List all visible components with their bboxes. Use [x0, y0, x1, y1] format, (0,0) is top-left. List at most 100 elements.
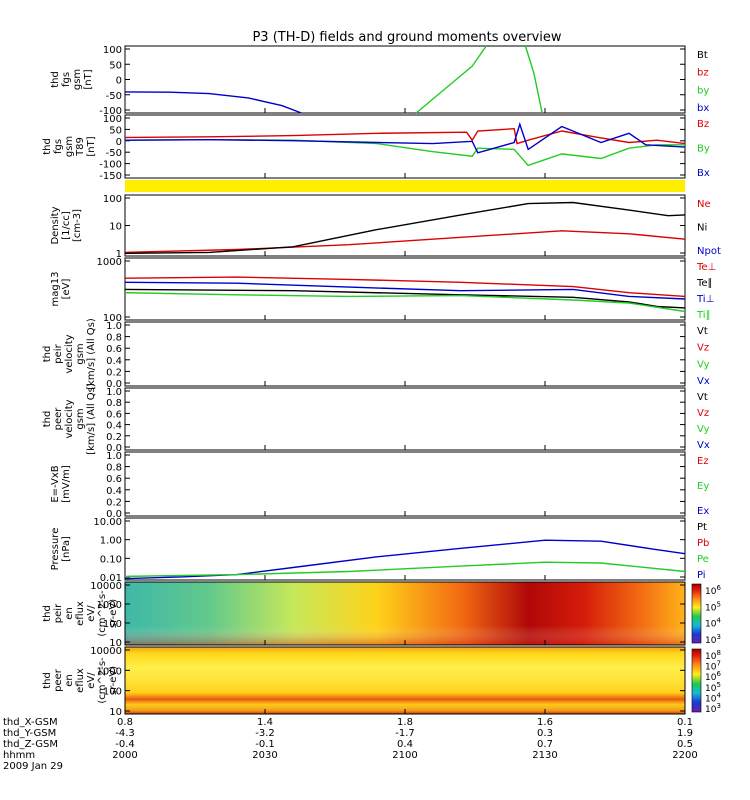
x-axis-value: 1.8 [397, 717, 413, 728]
y-tick-label: 0.4 [106, 486, 122, 497]
y-tick-label: 10.00 [93, 517, 122, 528]
series-line-by [524, 45, 543, 114]
x-axis-row-label: thd_X-GSM [3, 717, 58, 728]
legend-entry: Vy [697, 359, 710, 370]
y-axis-label: thdfgsgsm[nT] [50, 69, 94, 90]
x-axis-value: 2000 [112, 750, 137, 761]
y-tick-label: 50 [109, 125, 122, 136]
y-tick-label: -50 [106, 91, 122, 102]
legend-entry: Ti⊥ [696, 294, 714, 305]
y-tick-label: 0.6 [106, 474, 122, 485]
y-tick-label: 1 [116, 249, 122, 260]
spectrogram-peer [125, 647, 685, 714]
legend-entry: bz [697, 68, 709, 79]
colorbar [691, 648, 702, 713]
x-axis-value: 0.5 [677, 739, 693, 750]
series-line-Pi [124, 539, 686, 580]
y-tick-label: 1000 [97, 666, 122, 677]
y-tick-label: 0.2 [106, 367, 122, 378]
y-axis-label: thdpeerenefluxeV/(cm^2-s-sr-eV) [42, 657, 119, 704]
series-line-Bz [124, 127, 686, 145]
series-line-Ti⊥ [124, 281, 686, 300]
panel-frame [124, 321, 686, 387]
y-tick-label: 1.0 [106, 387, 122, 398]
panels: 100500-50-100thdfgsgsm[nT]Btbzbybx100500… [42, 45, 721, 718]
y-axis-label: mag13[eV] [50, 272, 72, 307]
y-tick-label: 0.2 [106, 432, 122, 443]
x-axis-value: 2130 [532, 750, 557, 761]
legend-entry: Te∥ [696, 278, 713, 289]
panel-9: 10.00 1.00 0.10 0.01 Pressure[nPa] Pt Pb Pe Pi [50, 517, 709, 584]
y-tick-label: 0.0 [106, 379, 122, 390]
panel-7: 1.00.80.60.40.20.0 thdpeervelocitygsm[km/… [42, 383, 710, 455]
y-tick-label: 0 [116, 76, 122, 87]
x-axis-value: 0.1 [677, 717, 693, 728]
y-axis-label: thdfgsgsmT89[nT] [42, 136, 97, 157]
x-axis-row-label: 2009 Jan 29 [3, 761, 63, 772]
colorbar-label: 106 [705, 584, 721, 597]
y-axis-label: Pressure[nPa] [50, 528, 72, 571]
y-tick-label: 10 [109, 638, 122, 649]
legend-entry: Ti∥ [696, 310, 711, 321]
x-axis-value: -0.1 [255, 739, 275, 750]
y-tick-label: 0.6 [106, 344, 122, 355]
series-line-by [415, 45, 487, 114]
legend-entry: Ni [697, 223, 707, 234]
x-axis-row-label: hhmm [3, 750, 35, 761]
x-axis-value: 1.4 [257, 717, 273, 728]
colorbar-label: 105 [705, 600, 721, 613]
x-axis-row-label: thd_Z-GSM [3, 739, 58, 750]
series-line-Bx [124, 121, 686, 154]
panel-10: 106 105 104 103 10000 1000 100 10thdpeireneflux… [42, 581, 721, 649]
panel-6: 1.00.80.60.40.20.0 thdpeirvelocitygsm[km/… [42, 318, 710, 390]
legend-entry: Vz [697, 343, 709, 354]
colorbar [691, 583, 702, 644]
y-tick-label: -100 [99, 160, 122, 171]
y-tick-label: 10 [109, 222, 122, 233]
legend-entry: Vt [697, 326, 708, 337]
y-axis-label: Density[1/cc][cm-3] [50, 206, 83, 244]
series-line-Ne [124, 230, 686, 254]
y-tick-label: 100 [103, 194, 122, 205]
x-axis-value: 2030 [252, 750, 277, 761]
legend-entry: Ez [697, 456, 709, 467]
panel-frame [124, 114, 686, 179]
y-axis-label: E=-VxB[mV/m] [50, 465, 72, 503]
panel-5: 1000 100 mag13[eV] Te⊥ Te∥ Ti⊥ Ti∥ [50, 257, 716, 324]
y-tick-label: 100 [103, 619, 122, 630]
legend-entry: Pb [697, 538, 709, 549]
legend-entry: Te⊥ [696, 262, 716, 273]
legend-entry: Vx [697, 376, 710, 387]
legend-entry: Npot [697, 246, 721, 257]
x-axis-value: 0.3 [537, 728, 553, 739]
y-tick-label: 100 [103, 687, 122, 698]
y-tick-label: 0.01 [100, 573, 122, 584]
y-tick-label: -50 [106, 148, 122, 159]
y-tick-label: 0.2 [106, 497, 122, 508]
y-tick-label: 1.0 [106, 451, 122, 462]
y-tick-label: 1.0 [106, 321, 122, 332]
legend-entry: by [697, 85, 709, 96]
panel-11: 10810710610510410310000100010010thdpeere… [42, 646, 721, 718]
legend-entry: Bx [697, 168, 710, 179]
y-tick-label: -150 [99, 171, 122, 182]
y-axis-label: thdpeirvelocitygsm[km/s] (All Qs) [42, 318, 97, 390]
colorbar-label: 104 [705, 617, 721, 630]
y-tick-label: 0.8 [106, 333, 122, 344]
y-tick-label: 0.8 [106, 463, 122, 474]
x-axis-value: 1.6 [537, 717, 553, 728]
legend-entry: Bt [697, 50, 708, 61]
legend-entry: Ex [697, 506, 709, 517]
x-axis-value: -0.4 [115, 739, 135, 750]
panel-frame [124, 517, 686, 581]
x-axis-value: 0.8 [117, 717, 133, 728]
legend-entry: Vx [697, 440, 710, 451]
legend-entry: By [697, 144, 710, 155]
legend-entry: Vy [697, 424, 710, 435]
panel-3 [125, 180, 685, 192]
panel-1: 100 50 0 -50 -100 thdfgsgsm[nT] Bt bz by bx [50, 45, 709, 117]
panel-frame [124, 45, 686, 114]
panel-frame [124, 451, 686, 517]
